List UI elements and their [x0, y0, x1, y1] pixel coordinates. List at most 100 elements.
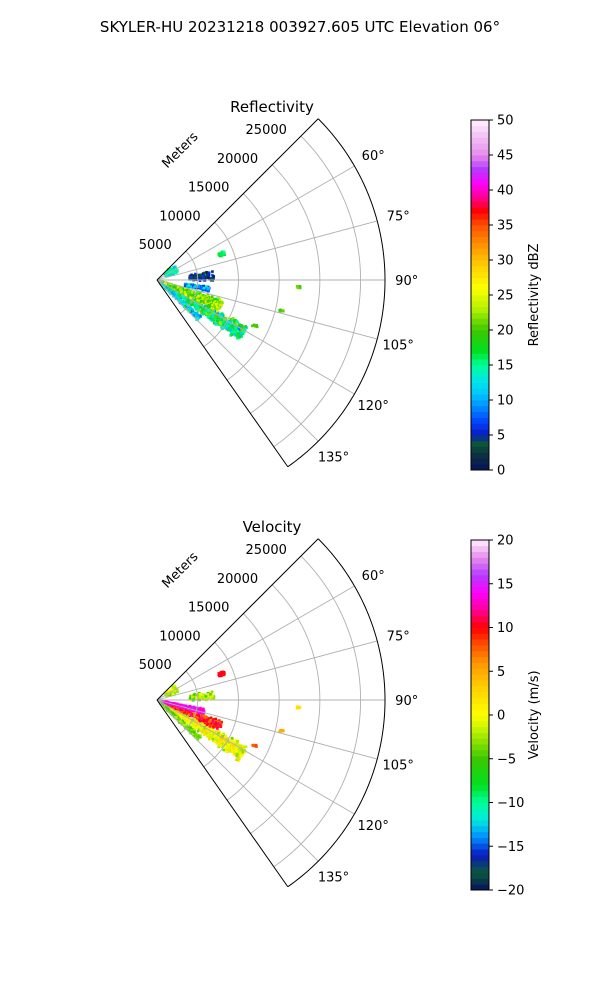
reflectivity-colorbar-tick-label: 25	[497, 289, 514, 304]
reflectivity-colorbar-segment	[471, 464, 489, 470]
velocity-echo-gate	[217, 732, 220, 735]
reflectivity-colorbar-segment	[471, 132, 489, 138]
reflectivity-echo-gate	[255, 324, 258, 327]
reflectivity-colorbar-segment	[471, 278, 489, 284]
reflectivity-colorbar-segment	[471, 208, 489, 214]
velocity-echo-gate	[215, 724, 218, 727]
reflectivity-colorbar-segment	[471, 342, 489, 348]
reflectivity-echo-gate	[218, 306, 221, 309]
reflectivity-colorbar-label: Reflectivity dBZ	[527, 244, 542, 347]
reflectivity-colorbar-segment	[471, 254, 489, 260]
reflectivity-echo-gate	[244, 325, 247, 328]
reflectivity-colorbar-segment	[471, 406, 489, 412]
reflectivity-echo-gate	[253, 324, 256, 327]
reflectivity-echo-gate	[234, 327, 237, 330]
reflectivity-echo-gate	[210, 277, 213, 280]
velocity-echo-gate	[190, 714, 193, 717]
velocity-echoes	[158, 671, 301, 762]
velocity-echo-gate	[197, 726, 200, 729]
reflectivity-colorbar-segment	[471, 400, 489, 406]
reflectivity-colorbar-segment	[471, 383, 489, 389]
velocity-echo-gate	[201, 717, 204, 720]
reflectivity-colorbar-segment	[471, 447, 489, 453]
reflectivity-echo-gate	[189, 307, 192, 310]
reflectivity-echo-region	[278, 309, 284, 313]
reflectivity-colorbar-segment	[471, 248, 489, 254]
reflectivity-echo-gate	[203, 287, 206, 290]
reflectivity-echo-gate	[220, 325, 223, 328]
reflectivity-range-tick-label: 20000	[217, 152, 258, 167]
velocity-echo-gate	[209, 725, 212, 728]
reflectivity-echo-gate	[212, 308, 215, 311]
reflectivity-echo-gate	[219, 322, 222, 325]
reflectivity-colorbar-segment	[471, 143, 489, 149]
velocity-echo-gate	[208, 720, 211, 723]
reflectivity-echo-gate	[215, 322, 218, 325]
reflectivity-azimuth-tick-label: 90°	[395, 274, 418, 289]
velocity-echo-gate	[219, 725, 222, 728]
reflectivity-echo-gate	[226, 325, 229, 328]
velocity-echo-gate	[214, 735, 217, 738]
reflectivity-echo-gate	[189, 276, 192, 279]
reflectivity-colorbar-segment	[471, 120, 489, 126]
reflectivity-echo-gate	[211, 270, 214, 273]
velocity-echo-gate	[204, 730, 207, 733]
reflectivity-echo-gate	[204, 297, 207, 300]
reflectivity-range-axis-label: Meters	[160, 129, 202, 171]
reflectivity-colorbar-segment	[471, 429, 489, 435]
reflectivity-title: Reflectivity	[230, 98, 314, 116]
reflectivity-echo-gate	[299, 285, 302, 288]
reflectivity-colorbar-tick-label: 30	[497, 254, 514, 269]
reflectivity-colorbar-segment	[471, 371, 489, 377]
reflectivity-azimuth-tick-label: 120°	[358, 399, 389, 414]
reflectivity-range-ring	[274, 136, 361, 447]
reflectivity-echo-gate	[216, 319, 219, 322]
reflectivity-echoes	[158, 251, 301, 340]
reflectivity-colorbar-segment	[471, 394, 489, 400]
reflectivity-echo-gate	[207, 313, 210, 316]
reflectivity-echo-gate	[218, 301, 221, 304]
velocity-echo-gate	[219, 740, 222, 743]
velocity-echo-gate	[220, 721, 223, 724]
reflectivity-echo-region	[296, 285, 301, 289]
reflectivity-echo-gate	[240, 333, 243, 336]
velocity-echo-gate	[235, 742, 238, 745]
reflectivity-colorbar-segment	[471, 313, 489, 319]
velocity-echo-gate	[199, 719, 202, 722]
reflectivity-colorbar-segment	[471, 190, 489, 196]
reflectivity-echo-region	[251, 324, 258, 329]
reflectivity-colorbar-segment	[471, 441, 489, 447]
reflectivity-echo-gate	[173, 293, 176, 296]
reflectivity-colorbar-tick-label: 5	[497, 429, 505, 444]
reflectivity-colorbar-segment	[471, 359, 489, 365]
reflectivity-echo-gate	[233, 319, 236, 322]
velocity-echo-gate	[185, 723, 188, 726]
reflectivity-echo-gate	[173, 271, 176, 274]
reflectivity-colorbar-segment	[471, 353, 489, 359]
reflectivity-colorbar-segment	[471, 388, 489, 394]
reflectivity-azimuth-line	[157, 221, 377, 280]
velocity-echo-gate	[216, 727, 219, 730]
reflectivity-colorbar-segment	[471, 138, 489, 144]
reflectivity-colorbar-segment	[471, 178, 489, 184]
velocity-echo-gate	[212, 720, 215, 723]
reflectivity-echo-gate	[208, 299, 211, 302]
reflectivity-colorbar-segment	[471, 330, 489, 336]
reflectivity-colorbar-segment	[471, 418, 489, 424]
reflectivity-range-ring	[250, 165, 319, 414]
reflectivity-colorbar-segment	[471, 412, 489, 418]
velocity-echo-gate	[187, 711, 190, 714]
reflectivity-colorbar-segment	[471, 458, 489, 464]
velocity-echo-gate	[220, 744, 223, 747]
reflectivity-echo-gate	[180, 291, 183, 294]
reflectivity-colorbar-segment	[471, 260, 489, 266]
reflectivity-echo-gate	[281, 309, 284, 312]
reflectivity-echo-gate	[197, 295, 200, 298]
reflectivity-colorbar-segment	[471, 336, 489, 342]
velocity-echo-gate	[231, 737, 234, 740]
velocity-echo-gate	[180, 708, 183, 711]
velocity-echo-gate	[206, 719, 209, 722]
velocity-echo-gate	[239, 752, 242, 755]
